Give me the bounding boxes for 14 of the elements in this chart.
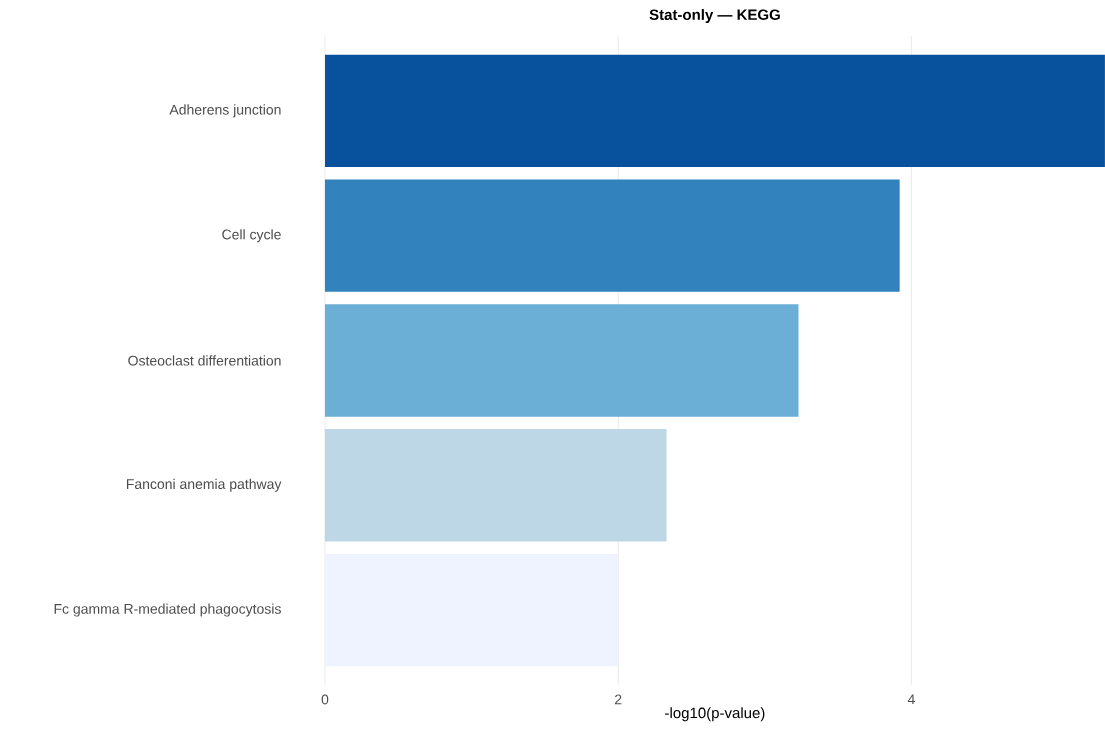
y-tick-label: Cell cycle: [222, 229, 281, 243]
x-tick-label: 4: [907, 694, 915, 705]
chart-title: Stat-only — KEGG: [649, 9, 780, 24]
bar: [324, 429, 667, 542]
bar: [324, 304, 799, 417]
y-tick-label: Fanconi anemia pathway: [126, 478, 282, 492]
y-tick-label: Osteoclast differentiation: [128, 355, 281, 366]
x-tick-label: 0: [321, 694, 329, 705]
bar: [324, 54, 1105, 168]
x-tick-label: 2: [614, 694, 622, 705]
y-tick-label: Fc gamma R-mediated phagocytosis: [54, 603, 281, 617]
y-tick-label: Adherens junction: [169, 104, 281, 118]
x-axis-title: -log10(p-value): [665, 707, 765, 722]
bar: [324, 179, 900, 292]
